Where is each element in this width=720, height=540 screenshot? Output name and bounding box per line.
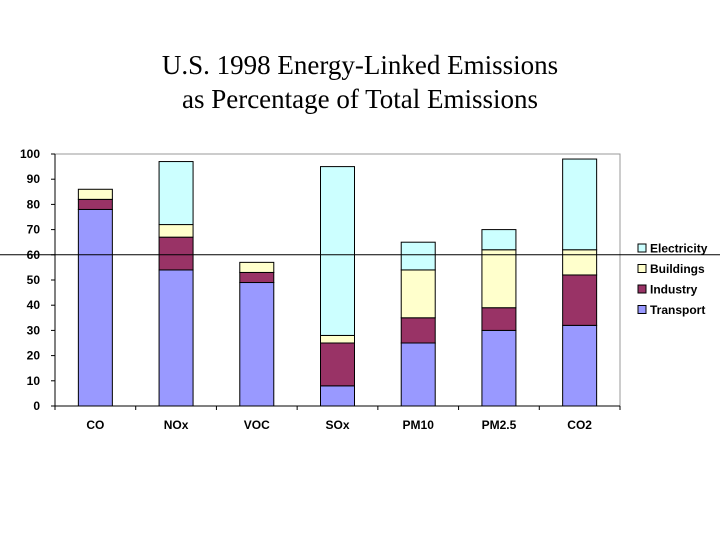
bar-sox-industry xyxy=(320,342,355,387)
bar-voc-transport xyxy=(239,282,275,407)
x-label-sox: SOx xyxy=(325,418,349,432)
bar-sox-electricity xyxy=(320,166,355,336)
bar-co2-buildings xyxy=(562,249,598,276)
bar-co-transport xyxy=(77,208,113,407)
y-tick-label-90: 90 xyxy=(27,172,41,186)
bar-co2-industry xyxy=(562,274,598,326)
legend-swatch-buildings xyxy=(637,264,647,273)
x-label-co2: CO2 xyxy=(567,418,592,432)
y-tick-label-100: 100 xyxy=(20,147,40,161)
legend-swatch-electricity xyxy=(637,243,647,253)
bar-co2-transport xyxy=(562,324,598,407)
chart-title: U.S. 1998 Energy-Linked Emissions as Per… xyxy=(0,48,720,116)
x-label-co: CO xyxy=(86,418,104,432)
bar-nox-transport xyxy=(158,269,194,407)
legend-label-electricity: Electricity xyxy=(650,242,708,256)
legend-label-buildings: Buildings xyxy=(650,262,705,276)
bar-pm2-5-transport xyxy=(481,329,517,407)
y-tick-label-30: 30 xyxy=(27,323,41,337)
bar-nox-industry xyxy=(158,236,194,271)
y-tick-label-20: 20 xyxy=(27,349,41,363)
y-tick-label-50: 50 xyxy=(27,273,41,287)
y-tick-label-10: 10 xyxy=(27,374,41,388)
x-label-nox: NOx xyxy=(164,418,189,432)
y-tick-label-0: 0 xyxy=(33,399,40,413)
bar-pm2-5-buildings xyxy=(481,249,517,309)
bar-pm10-electricity xyxy=(400,241,436,271)
legend-swatch-transport xyxy=(637,305,647,314)
bar-co2-electricity xyxy=(562,158,598,251)
bar-co-industry xyxy=(77,198,113,210)
y-tick-label-80: 80 xyxy=(27,197,41,211)
y-tick-label-40: 40 xyxy=(27,298,41,312)
y-tick-label-70: 70 xyxy=(27,223,41,237)
chart-title-line-1: U.S. 1998 Energy-Linked Emissions xyxy=(161,50,559,80)
x-label-pm2-5: PM2.5 xyxy=(482,418,517,432)
bar-pm10-industry xyxy=(400,317,436,344)
bar-sox-buildings xyxy=(320,334,355,344)
bar-sox-transport xyxy=(320,385,355,407)
x-label-voc: VOC xyxy=(244,418,270,432)
bar-voc-industry xyxy=(239,271,275,284)
bar-pm10-buildings xyxy=(400,269,436,319)
legend-label-transport: Transport xyxy=(650,303,705,317)
bar-pm2-5-electricity xyxy=(481,229,517,251)
bar-pm10-transport xyxy=(400,342,436,407)
bar-nox-electricity xyxy=(158,161,194,226)
x-label-pm10: PM10 xyxy=(403,418,435,432)
legend-label-industry: Industry xyxy=(650,283,698,297)
bar-pm2-5-industry xyxy=(481,307,517,331)
legend-swatch-industry xyxy=(637,284,647,294)
chart-title-line-2: as Percentage of Total Emissions xyxy=(181,84,539,114)
bar-voc-buildings xyxy=(239,261,275,273)
bar-nox-buildings xyxy=(158,224,194,238)
bar-co-buildings xyxy=(77,188,113,200)
